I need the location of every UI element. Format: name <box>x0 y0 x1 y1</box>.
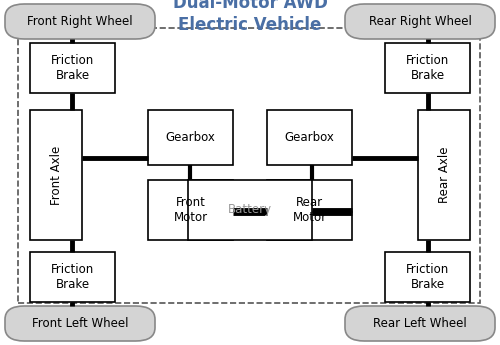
FancyBboxPatch shape <box>188 180 312 240</box>
FancyBboxPatch shape <box>30 252 115 302</box>
Text: Gearbox: Gearbox <box>166 131 216 144</box>
Text: Front
Motor: Front Motor <box>174 196 208 224</box>
Text: Front Right Wheel: Front Right Wheel <box>27 15 133 28</box>
Text: Dual-Motor AWD
Electric Vehicle: Dual-Motor AWD Electric Vehicle <box>172 0 328 34</box>
FancyBboxPatch shape <box>30 43 115 93</box>
Text: Battery: Battery <box>228 204 272 217</box>
FancyBboxPatch shape <box>385 252 470 302</box>
FancyBboxPatch shape <box>345 306 495 341</box>
FancyBboxPatch shape <box>30 110 82 240</box>
Text: Friction
Brake: Friction Brake <box>406 54 449 82</box>
FancyBboxPatch shape <box>148 110 233 165</box>
FancyBboxPatch shape <box>267 180 352 240</box>
Text: Rear Right Wheel: Rear Right Wheel <box>368 15 472 28</box>
Text: Front Left Wheel: Front Left Wheel <box>32 317 128 330</box>
FancyBboxPatch shape <box>418 110 470 240</box>
FancyBboxPatch shape <box>148 180 233 240</box>
FancyBboxPatch shape <box>345 4 495 39</box>
Text: Friction
Brake: Friction Brake <box>51 263 94 291</box>
Text: Friction
Brake: Friction Brake <box>406 263 449 291</box>
FancyBboxPatch shape <box>5 306 155 341</box>
Text: Gearbox: Gearbox <box>284 131 335 144</box>
Text: Rear
Motor: Rear Motor <box>292 196 326 224</box>
FancyBboxPatch shape <box>5 4 155 39</box>
Text: Front Axle: Front Axle <box>50 145 62 205</box>
Text: Rear Axle: Rear Axle <box>438 147 450 203</box>
FancyBboxPatch shape <box>267 110 352 165</box>
Text: Rear Left Wheel: Rear Left Wheel <box>373 317 467 330</box>
Text: Friction
Brake: Friction Brake <box>51 54 94 82</box>
FancyBboxPatch shape <box>385 43 470 93</box>
